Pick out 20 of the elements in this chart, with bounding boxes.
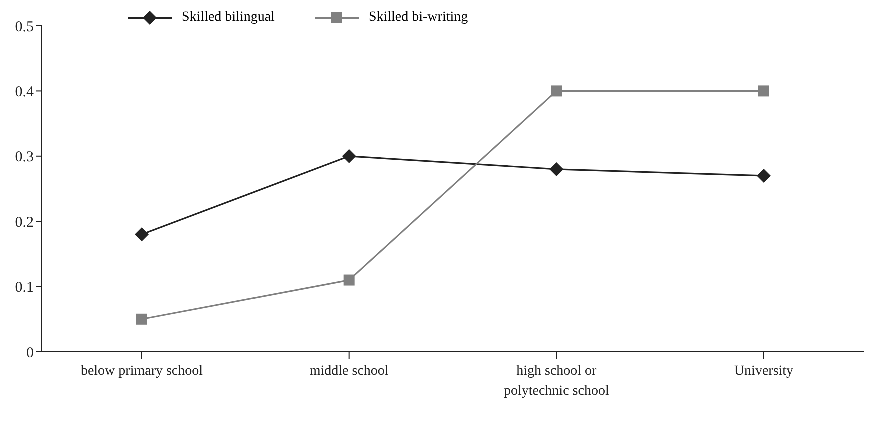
y-tick-label: 0.1 — [15, 280, 34, 296]
y-tick-label: 0.5 — [15, 19, 34, 36]
point — [551, 86, 562, 97]
x-tick-label: below primary school — [80, 364, 204, 379]
point — [344, 274, 355, 286]
point — [758, 86, 770, 97]
legend-label: Skilled bilingual — [181, 10, 275, 26]
legend-label: Skilled bi-writing — [368, 10, 468, 26]
y-tick-label: 0.2 — [15, 214, 34, 231]
point — [757, 168, 771, 183]
point — [135, 228, 149, 242]
point — [342, 149, 356, 164]
x-tick-label: middle school — [310, 364, 389, 379]
x-tick-label: University — [734, 364, 794, 379]
y-tick-label: 0.3 — [15, 150, 34, 166]
point — [136, 314, 148, 325]
x-tick-label: high school or polytechnic school — [504, 364, 610, 399]
y-tick-label: 0.4 — [15, 84, 34, 101]
y-tick-label: 0 — [26, 345, 34, 362]
point — [550, 162, 564, 176]
